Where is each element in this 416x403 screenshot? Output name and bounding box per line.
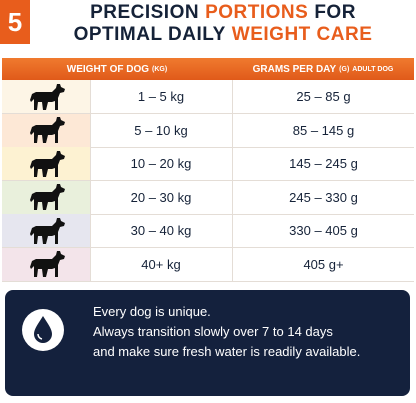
dog-icon [26,249,66,279]
weight-cell: 40+ kg [90,247,233,281]
header-cell: GRAMS PER DAY (G) ADULT DOG [232,58,414,80]
weight-cell: 1 – 5 kg [90,80,233,113]
note-line: and make sure fresh water is readily ava… [93,344,361,359]
dog-icon [26,216,66,246]
table-header: WEIGHT OF DOG (KG) GRAMS PER DAY (G) ADULT … [2,58,414,80]
dog-icon [26,182,66,212]
grams-cell: 245 – 330 g [289,189,358,205]
title-highlight: WEIGHT CARE [231,24,373,45]
table-row: 10 – 20 kg 145 – 245 g [2,147,414,181]
header-unit: (KG) [152,65,168,73]
table-row: 20 – 30 kg 245 – 330 g [2,180,414,215]
grams-cell: 85 – 145 g [292,122,355,138]
header-note: ADULT DOG [352,65,394,73]
weight-cell: 30 – 40 kg [90,214,233,247]
title-line: OPTIMAL DAILY WEIGHT CARE [30,24,416,46]
table-row: 30 – 40 kg 330 – 405 g [2,214,414,248]
dog-icon-cell [2,214,91,247]
title-highlight: PORTIONS [205,2,309,23]
weight-cell: 20 – 30 kg [90,180,233,214]
grams-cell: 330 – 405 g [289,223,358,238]
weight-cell: 10 – 20 kg [90,147,233,180]
grams-cell: 405 g+ [303,256,344,272]
note-box: Every dog is unique. Always transition s… [5,290,410,396]
dog-icon-cell [2,80,91,113]
note-line: Every dog is unique. [93,304,211,319]
table-row: 40+ kg 405 g+ [2,247,414,282]
weight-cell: 5 – 10 kg [90,113,233,147]
dog-icon-cell [2,247,91,281]
title-part: PRECISION [90,2,200,23]
title-part: OPTIMAL DAILY [73,24,226,45]
table-row: 1 – 5 kg 25 – 85 g [2,80,414,114]
water-icon [22,309,64,351]
title-line: PRECISION PORTIONS FOR [30,2,416,24]
dog-icon-cell [2,147,91,180]
header-cell: WEIGHT OF DOG (KG) [2,58,232,80]
dog-icon-cell [2,113,91,147]
title-part: FOR [314,2,356,23]
dog-icon-cell [2,180,91,214]
header-unit: (G) [339,65,350,73]
grams-cell: 145 – 245 g [289,156,358,171]
header-text: GRAMS PER DAY [252,63,337,75]
table-row: 5 – 10 kg 85 – 145 g [2,113,414,148]
step-badge: 5 [0,0,30,44]
note-line: Always transition slowly over 7 to 14 da… [93,324,333,339]
dog-icon [26,82,66,112]
dog-icon [26,149,66,179]
grams-cell: 25 – 85 g [296,89,351,104]
dog-icon [26,115,66,145]
header-text: WEIGHT OF DOG [66,63,150,75]
